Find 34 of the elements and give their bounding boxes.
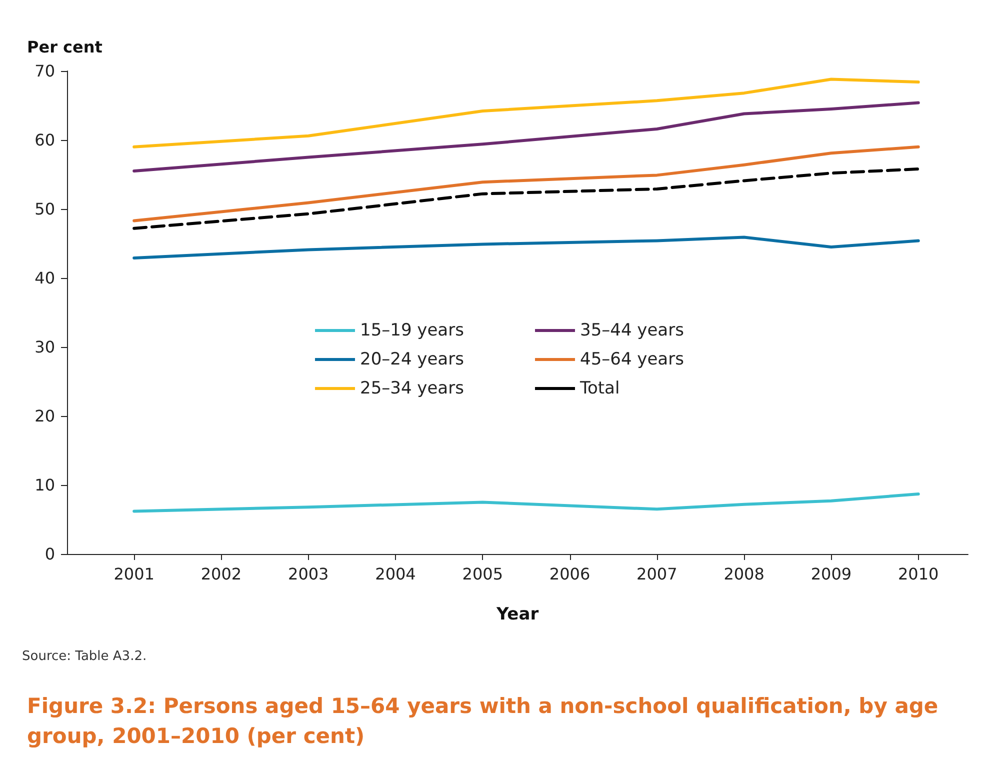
x-tick-label: 2009 bbox=[810, 564, 852, 584]
line-series bbox=[132, 78, 920, 148]
x-tick-label: 2005 bbox=[462, 564, 504, 584]
text: Figure 3.2: Persons aged 15–64 years with a non-school qualification, by age group, 2001–2010 (per cent) bbox=[27, 694, 946, 748]
y-tick-label: 60 bbox=[34, 130, 55, 150]
line-series bbox=[132, 145, 920, 222]
legend-label: 15–19 years bbox=[360, 320, 464, 340]
x-axis-title: Year bbox=[495, 604, 540, 624]
legend-label: 35–44 years bbox=[580, 320, 684, 340]
x-tick-label: 2004 bbox=[375, 564, 416, 584]
x-tick-label: 2002 bbox=[200, 564, 242, 584]
y-tick-label: 20 bbox=[34, 406, 55, 426]
x-tick-label: 2001 bbox=[114, 564, 154, 584]
legend-label: 45–64 years bbox=[580, 350, 684, 370]
y-tick-label: 10 bbox=[34, 476, 55, 494]
y-tick-label: 0 bbox=[44, 544, 55, 564]
x-tick-label: 2007 bbox=[636, 564, 678, 584]
y-tick-label: 70 bbox=[34, 62, 55, 80]
line-series bbox=[132, 101, 920, 173]
x-tick-label: 2003 bbox=[288, 564, 329, 584]
x-tick-label: 2010 bbox=[898, 564, 939, 584]
line-series bbox=[132, 492, 920, 513]
legend-label: 20–24 years bbox=[360, 350, 464, 370]
y-tick-label: 50 bbox=[34, 200, 55, 218]
source-note: Source: Table A3.2. bbox=[22, 649, 147, 664]
y-axis-title: Per cent bbox=[27, 38, 103, 56]
x-tick-label: 2008 bbox=[724, 564, 764, 584]
x-tick-label: 2006 bbox=[549, 564, 590, 584]
legend-label: Total bbox=[579, 378, 620, 398]
line-series bbox=[132, 236, 920, 260]
legend-label: 25–34 years bbox=[360, 378, 464, 398]
y-tick-label: 40 bbox=[34, 268, 55, 288]
line-series bbox=[132, 167, 920, 230]
y-tick-label: 30 bbox=[34, 338, 55, 356]
